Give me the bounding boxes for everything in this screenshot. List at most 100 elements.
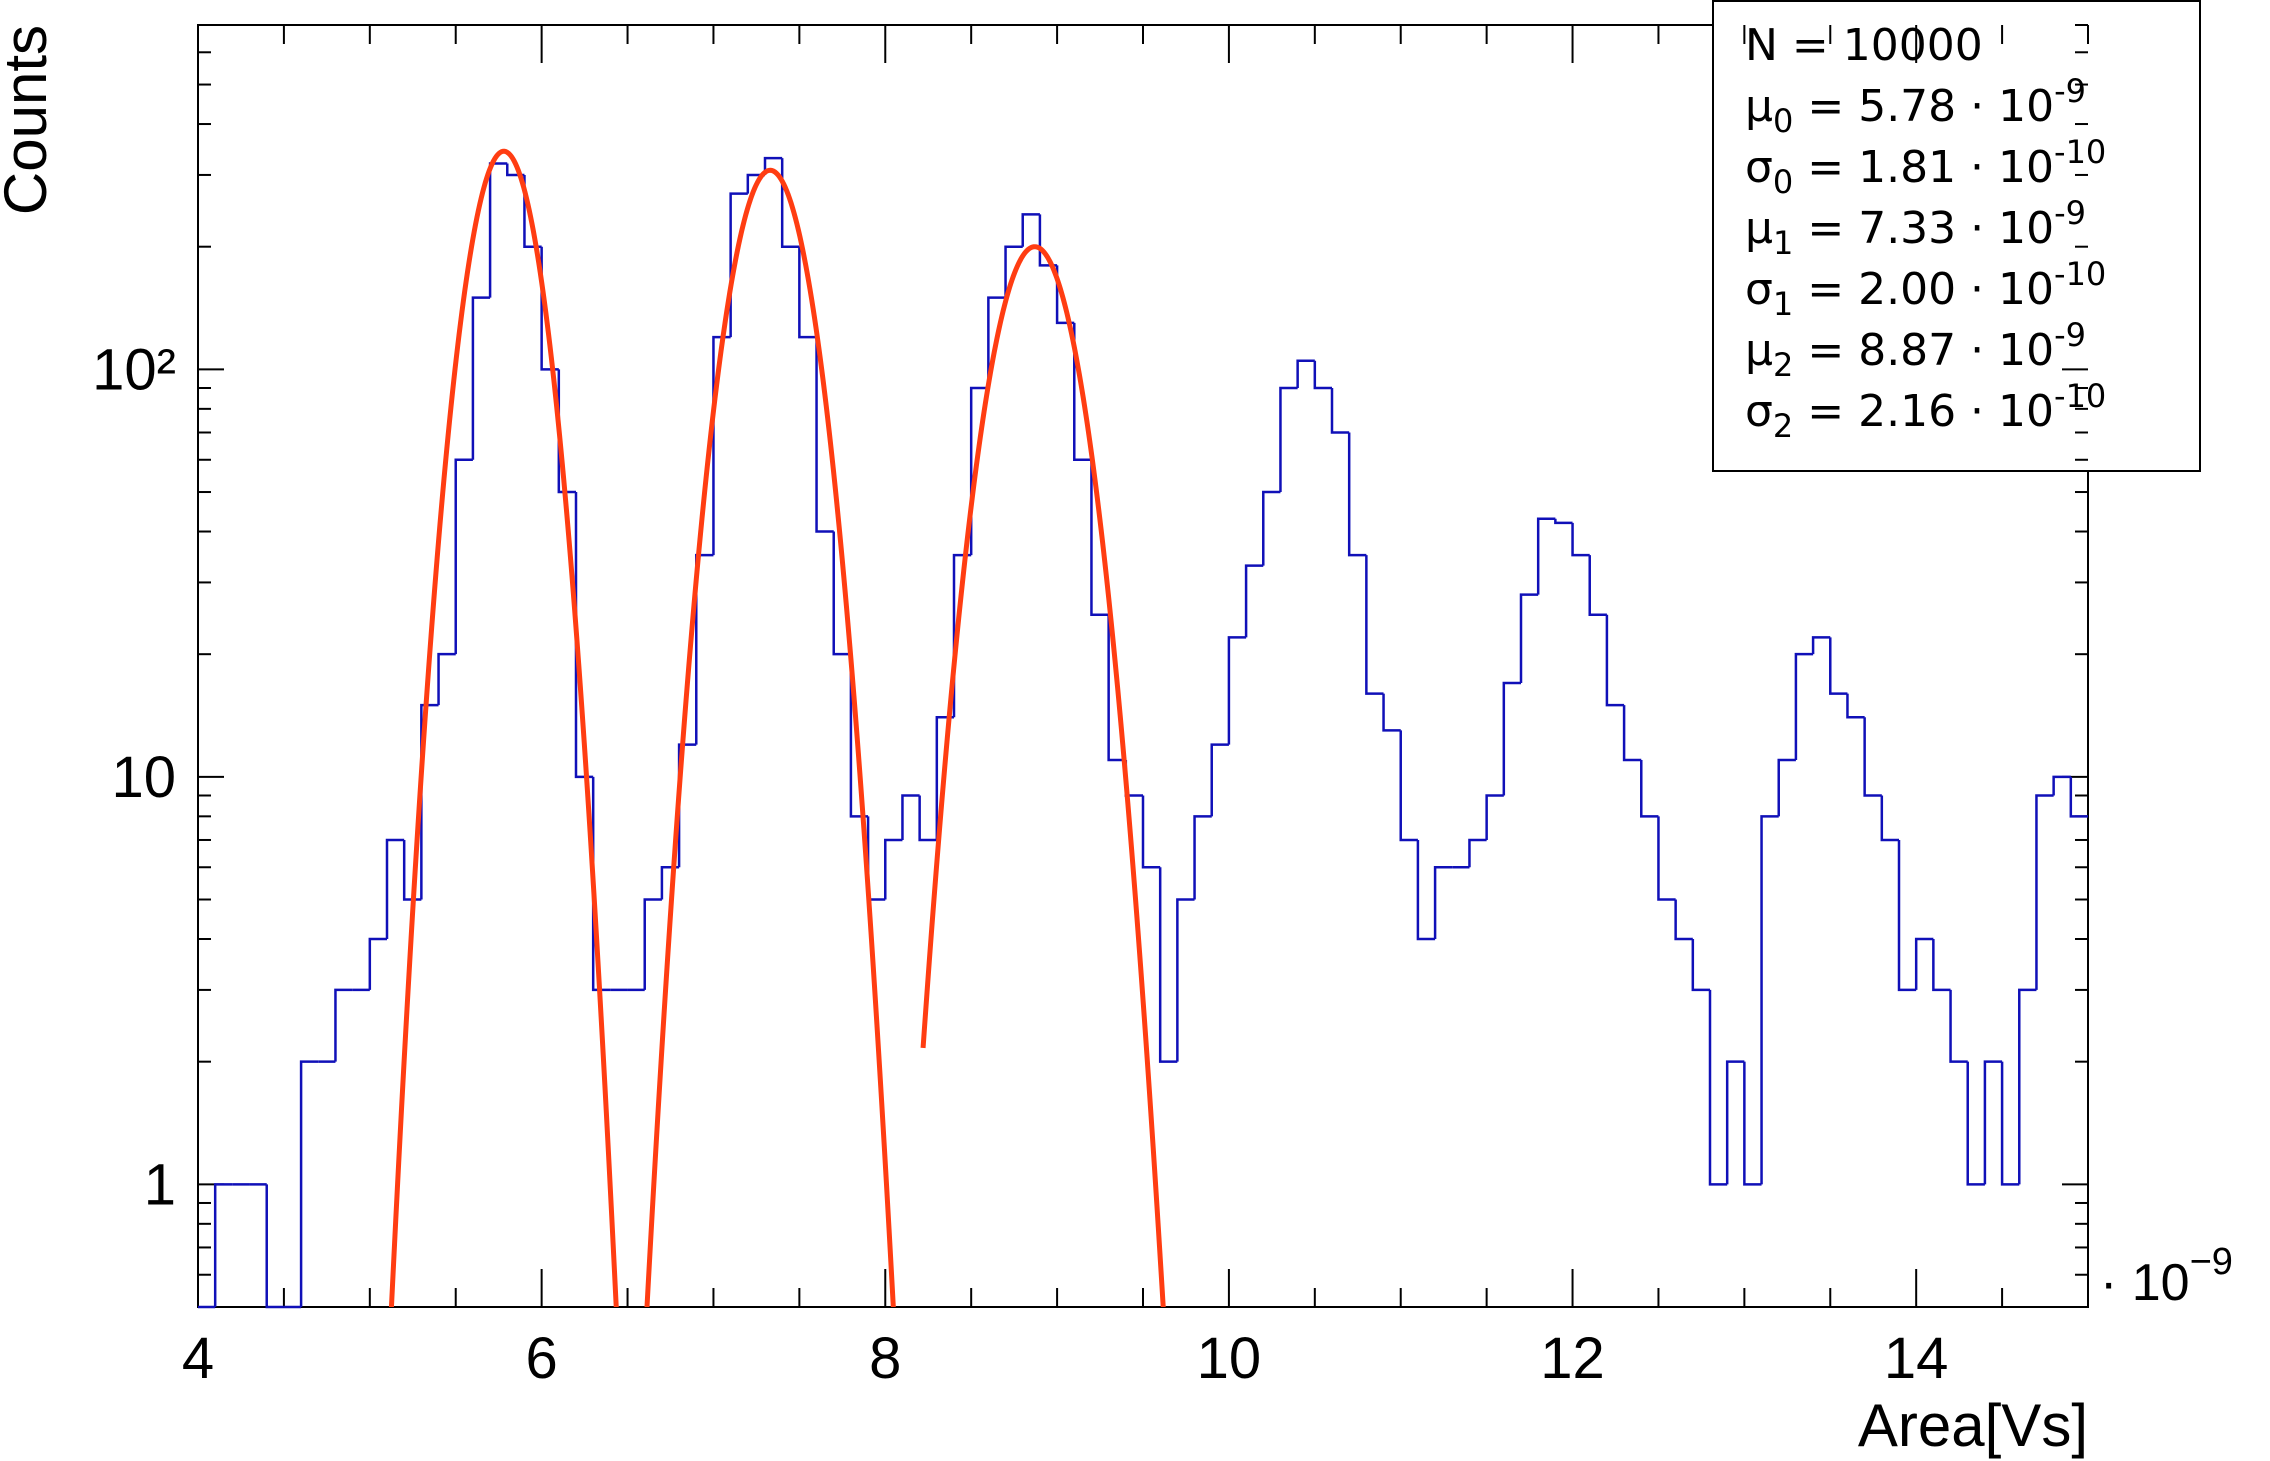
histogram-bin: [1485, 794, 1504, 840]
histogram-bin: [832, 531, 851, 656]
stat-text: = 8.87 · 10: [1793, 325, 2054, 376]
stat-sub: 2: [1773, 346, 1793, 384]
histogram-bin: [780, 158, 800, 248]
histogram-bin: [265, 1184, 284, 1309]
stat-symbol: μ: [1745, 203, 1773, 254]
histogram-bin: [1914, 937, 1934, 990]
histogram-bin: [334, 988, 353, 1062]
histogram-bin: [1605, 614, 1625, 707]
histogram-bin: [695, 553, 714, 745]
y-tick-label: 10: [111, 745, 176, 810]
histogram-bin: [1640, 759, 1659, 818]
histogram-bin: [488, 162, 508, 298]
histogram-bin: [1244, 564, 1264, 638]
y-tick-label: 10²: [92, 337, 176, 402]
x-tick-label: 12: [1540, 1326, 1605, 1391]
histogram-bin: [1433, 866, 1453, 940]
stat-sup: -10: [2054, 133, 2106, 171]
stats-frame: [1712, 0, 2201, 472]
histogram-bin: [1725, 1060, 1745, 1185]
fit-curve: [388, 148, 619, 1307]
histogram-bin: [1296, 359, 1315, 389]
histogram-bin: [1107, 614, 1126, 762]
histogram-bin: [2069, 776, 2088, 818]
stat-line: μ1 = 7.33 · 10-9: [1745, 194, 2086, 262]
histogram-bin: [471, 296, 491, 460]
stat-text: = 5.78 · 10: [1793, 81, 2054, 132]
stat-sub: 2: [1773, 407, 1793, 445]
stat-symbol: σ: [1745, 386, 1773, 437]
histogram-bin: [1399, 730, 1418, 842]
histogram-bin: [437, 652, 456, 706]
histogram-bin: [1176, 898, 1195, 1062]
stat-symbol: μ: [1745, 325, 1773, 376]
y-axis-label: Counts: [0, 25, 59, 215]
histogram-bin: [2000, 1061, 2020, 1186]
stat-sub: 1: [1773, 224, 1793, 262]
histogram-bin: [1880, 795, 1899, 842]
histogram-bin: [2018, 988, 2037, 1185]
histogram-bin: [2035, 794, 2054, 990]
fit-curve: [920, 244, 1166, 1307]
histogram-bin: [368, 937, 387, 990]
stat-text: = 1.81 · 10: [1793, 142, 2054, 193]
x-multiplier-exp: −9: [2190, 1241, 2233, 1283]
histogram-bin: [1193, 815, 1212, 900]
stat-sup: -9: [2054, 72, 2086, 110]
histogram-bin: [1949, 989, 1968, 1063]
histogram-bin: [1966, 1061, 1985, 1186]
x-tick-label: 10: [1197, 1326, 1262, 1391]
histogram-bin: [987, 296, 1006, 389]
histogram-bin: [1073, 322, 1092, 462]
histogram-bin: [1227, 636, 1247, 745]
histogram-bin: [1571, 522, 1590, 557]
histogram-bin: [1829, 637, 1848, 695]
x-multiplier: · 10−9: [2100, 1241, 2233, 1312]
histogram-bin: [1279, 386, 1298, 493]
histogram-bin: [1743, 1061, 1762, 1186]
histogram-bin: [866, 816, 886, 901]
histogram-bin: [884, 838, 903, 900]
histogram-bin: [1811, 636, 1831, 655]
stat-line: N = 10000: [1745, 20, 1983, 71]
histogram-bin: [454, 458, 473, 655]
stat-symbol: μ: [1745, 81, 1773, 132]
histogram-bin: [1554, 518, 1573, 525]
x-multiplier-base: · 10: [2100, 1254, 2190, 1312]
histogram-bin: [1021, 213, 1040, 247]
histogram-bin: [385, 838, 405, 940]
stat-sup: -9: [2054, 316, 2086, 354]
stat-symbol: σ: [1745, 142, 1773, 193]
histogram-bin: [1004, 245, 1023, 298]
histogram-bin: [1588, 555, 1607, 616]
histogram-bin: [1657, 816, 1676, 901]
histogram-bin: [1313, 360, 1332, 390]
histogram-bin: [1708, 989, 1728, 1186]
histogram-bin: [1262, 490, 1281, 566]
histogram-bin: [798, 246, 817, 339]
y-tick-label: 1: [144, 1152, 176, 1217]
histogram-bin: [1691, 939, 1710, 992]
stat-sub: 0: [1773, 102, 1793, 140]
histogram-bin: [901, 794, 920, 840]
histogram-bin: [1863, 717, 1882, 797]
x-axis-label: Area[Vs]: [1858, 1392, 2088, 1459]
histogram-bin: [1365, 555, 1384, 695]
stat-line: σ2 = 2.16 · 10-10: [1745, 377, 2106, 445]
histogram-bin: [918, 795, 937, 842]
histogram-bin: [712, 335, 731, 556]
stat-sub: 1: [1773, 285, 1793, 323]
histogram-bin: [1846, 693, 1865, 719]
stat-line: μ0 = 5.78 · 10-9: [1745, 72, 2086, 140]
stat-text: = 7.33 · 10: [1793, 203, 2054, 254]
histogram-bin: [1158, 867, 1178, 1063]
histogram-bin: [1416, 839, 1436, 941]
stat-text: N = 10000: [1745, 20, 1983, 71]
histogram-bin: [1983, 1060, 2003, 1185]
stat-line: σ0 = 1.81 · 10-10: [1745, 133, 2106, 201]
stat-line: μ2 = 8.87 · 10-9: [1745, 316, 2086, 384]
histogram-bin: [2052, 775, 2071, 796]
fit-curve: [644, 167, 896, 1307]
